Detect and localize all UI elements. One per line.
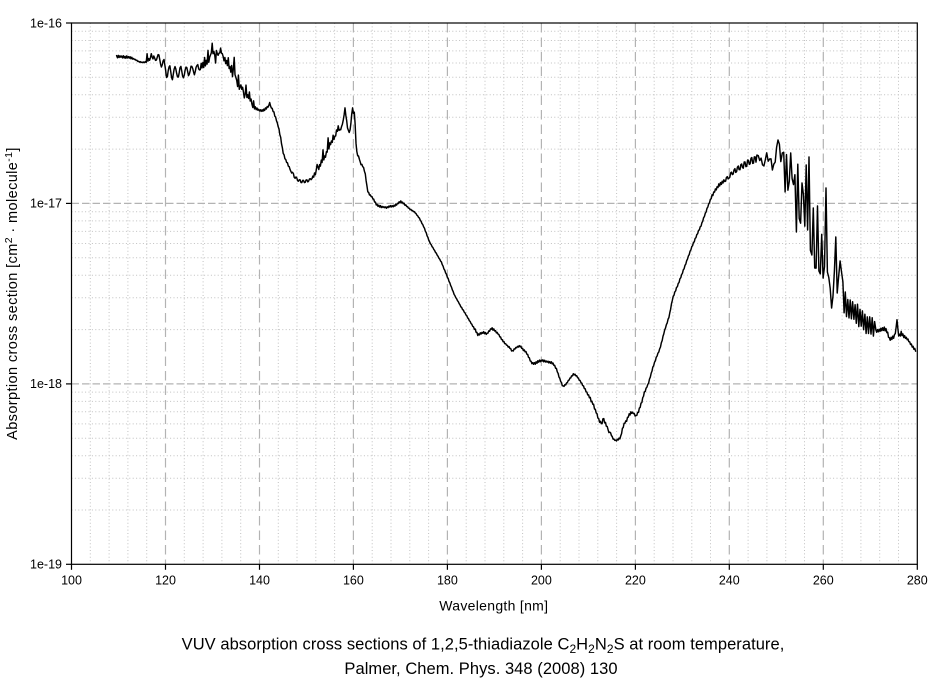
svg-text:Wavelength [nm]: Wavelength [nm] bbox=[439, 597, 548, 613]
svg-text:Palmer, Chem. Phys. 348 (2008): Palmer, Chem. Phys. 348 (2008) 130 bbox=[344, 660, 617, 678]
svg-text:280: 280 bbox=[907, 574, 928, 588]
svg-text:160: 160 bbox=[343, 574, 364, 588]
svg-text:180: 180 bbox=[437, 574, 458, 588]
svg-text:240: 240 bbox=[719, 574, 740, 588]
svg-text:VUV absorption cross sections: VUV absorption cross sections of 1,2,5-t… bbox=[182, 636, 785, 657]
svg-text:1e-17: 1e-17 bbox=[30, 197, 62, 211]
svg-text:1e-16: 1e-16 bbox=[30, 16, 62, 30]
svg-text:1e-18: 1e-18 bbox=[30, 377, 62, 391]
svg-text:120: 120 bbox=[155, 574, 176, 588]
svg-text:200: 200 bbox=[531, 574, 552, 588]
svg-text:Absorption cross section [cm2: Absorption cross section [cm2 · molecule… bbox=[3, 147, 21, 440]
svg-text:140: 140 bbox=[249, 574, 270, 588]
svg-text:220: 220 bbox=[625, 574, 646, 588]
svg-text:100: 100 bbox=[61, 574, 82, 588]
svg-text:260: 260 bbox=[813, 574, 834, 588]
svg-text:1e-19: 1e-19 bbox=[30, 558, 62, 572]
